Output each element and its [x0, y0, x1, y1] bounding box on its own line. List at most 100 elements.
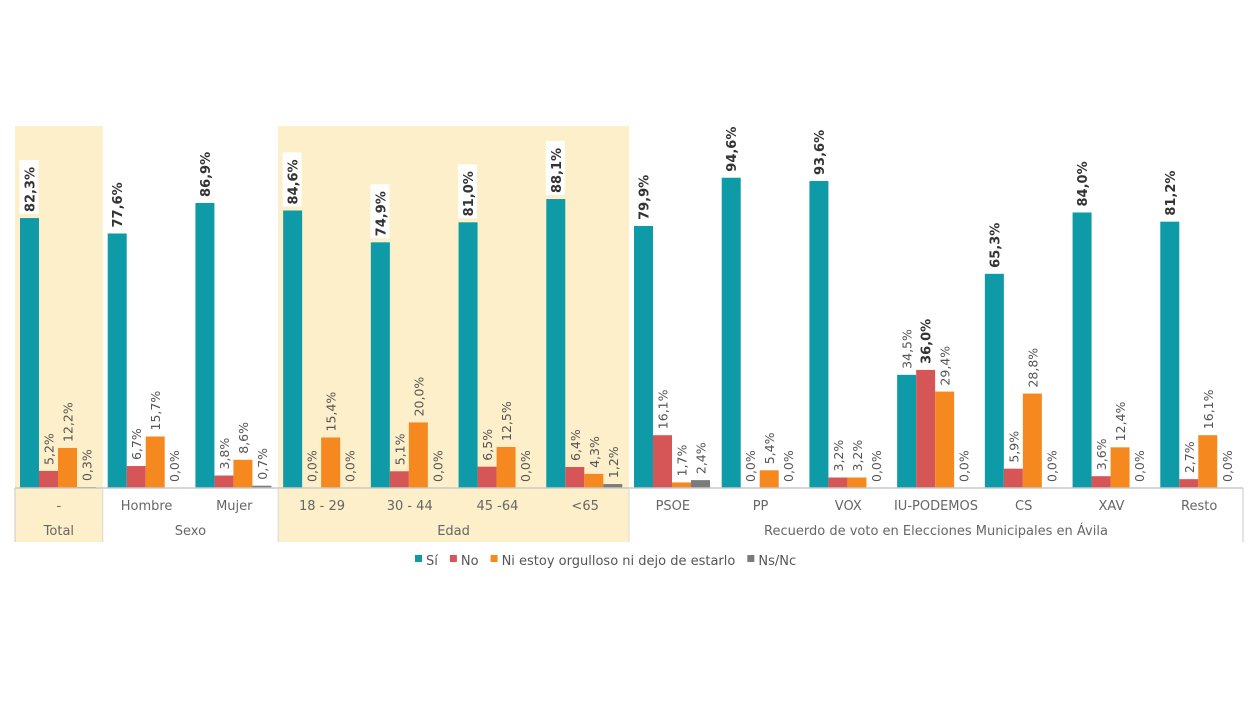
data-label-0-4: 74,9%: [374, 191, 389, 236]
data-label-0-8: 94,6%: [725, 127, 740, 172]
bar-0-4: [370, 242, 390, 488]
data-label-3-10: 0,0%: [957, 450, 972, 482]
data-label-0-7: 79,9%: [638, 175, 653, 220]
category-label-8: PP: [753, 499, 769, 514]
data-label-1-7: 16,1%: [656, 389, 671, 429]
bar-2-3: [321, 437, 341, 488]
bar-1-5: [477, 466, 497, 488]
data-label-2-2: 8,6%: [236, 422, 251, 454]
data-label-0-12: 84,0%: [1076, 161, 1091, 206]
bar-3-7: [691, 480, 710, 488]
data-label-1-10: 36,0%: [920, 319, 935, 364]
bar-1-1: [126, 466, 146, 488]
bar-0-2: [195, 202, 215, 488]
data-label-0-6: 88,1%: [550, 148, 565, 193]
bar-2-6: [584, 473, 604, 488]
data-label-3-13: 0,0%: [1220, 450, 1235, 482]
data-label-3-11: 0,0%: [1044, 450, 1059, 482]
category-label-10: IU-PODEMOS: [894, 499, 978, 514]
bar-0-6: [546, 199, 566, 489]
data-label-0-13: 81,2%: [1164, 171, 1179, 216]
data-label-2-7: 1,7%: [675, 445, 690, 477]
data-label-3-1: 0,0%: [167, 450, 182, 482]
category-label-0: -: [57, 499, 62, 514]
data-label-1-3: 0,0%: [305, 450, 320, 482]
data-label-3-3: 0,0%: [343, 450, 358, 482]
bar-0-9: [809, 180, 829, 488]
data-label-2-10: 29,4%: [938, 346, 953, 386]
group-label-1: Sexo: [175, 524, 206, 539]
data-label-3-0: 0,3%: [80, 449, 95, 481]
group-label-0: Total: [43, 524, 74, 539]
data-label-0-10: 34,5%: [900, 329, 915, 369]
category-label-1: Hombre: [121, 499, 173, 514]
data-label-0-3: 84,6%: [287, 159, 302, 204]
data-label-bg-9: [808, 122, 828, 177]
bar-0-13: [1160, 221, 1180, 488]
category-label-2: Mujer: [216, 499, 253, 514]
legend-swatch-2: [490, 555, 498, 562]
category-label-4: 30 - 44: [387, 499, 433, 514]
data-label-2-5: 12,5%: [499, 401, 514, 441]
bar-0-10: [897, 374, 917, 488]
bar-2-1: [145, 436, 165, 488]
group-label-2: Edad: [437, 524, 470, 539]
category-label-11: CS: [1015, 499, 1032, 514]
data-label-1-11: 5,9%: [1006, 431, 1021, 463]
data-label-0-2: 86,9%: [199, 152, 214, 197]
data-label-2-6: 4,3%: [587, 436, 602, 468]
data-label-3-5: 0,0%: [518, 450, 533, 482]
data-label-0-1: 77,6%: [111, 182, 126, 227]
data-label-bg-12: [1072, 154, 1092, 209]
category-label-6: <65: [571, 499, 598, 514]
legend-label-2: Ni estoy orgulloso ni dejo de estarlo: [502, 554, 736, 569]
category-label-9: VOX: [835, 499, 862, 514]
bar-1-9: [828, 477, 848, 488]
data-label-1-0: 5,2%: [42, 433, 57, 465]
data-label-bg-13: [1159, 163, 1179, 218]
bar-3-6: [603, 484, 623, 488]
data-label-bg-5: [458, 164, 478, 219]
bar-0-1: [107, 233, 127, 488]
data-label-2-1: 15,7%: [148, 391, 163, 431]
category-label-12: XAV: [1098, 499, 1124, 514]
bar-0-5: [458, 222, 478, 488]
data-label-bg-11: [984, 215, 1004, 270]
data-label-0-11: 65,3%: [988, 223, 1003, 268]
legend-label-0: Sí: [426, 554, 438, 569]
bar-2-12: [1110, 447, 1130, 488]
data-label-bg-8: [721, 119, 741, 174]
data-label-1-5: 6,5%: [480, 429, 495, 461]
bar-0-11: [984, 273, 1004, 488]
data-label-2-13: 16,1%: [1201, 389, 1216, 429]
data-label-1-8: 0,0%: [743, 450, 758, 482]
bar-0-12: [1072, 212, 1092, 489]
category-label-5: 45 -64: [476, 499, 518, 514]
bar-1-4: [389, 471, 409, 488]
bar-1-6: [565, 467, 585, 488]
bar-2-0: [58, 447, 77, 488]
data-label-1-2: 3,8%: [217, 438, 232, 470]
data-label-3-12: 0,0%: [1132, 450, 1147, 482]
data-label-1-12: 3,6%: [1094, 438, 1109, 470]
bar-1-11: [1003, 468, 1023, 488]
data-label-bg-7: [633, 167, 653, 222]
bar-2-8: [759, 470, 779, 488]
data-label-2-8: 5,4%: [762, 432, 777, 464]
data-label-2-4: 20,0%: [411, 377, 426, 417]
data-label-bg-1: [107, 175, 127, 230]
bar-2-4: [408, 422, 428, 488]
data-label-1-13: 2,7%: [1182, 441, 1197, 473]
bar-1-10: [916, 369, 936, 488]
bar-2-2: [233, 459, 253, 488]
data-label-3-7: 2,4%: [694, 442, 709, 474]
category-label-7: PSOE: [656, 499, 691, 514]
data-label-2-12: 12,4%: [1113, 401, 1128, 441]
data-label-0-5: 81,0%: [462, 171, 477, 216]
bar-1-13: [1179, 479, 1199, 488]
data-label-1-6: 6,4%: [568, 429, 583, 461]
bar-1-12: [1091, 476, 1111, 488]
data-label-3-2: 0,7%: [255, 448, 270, 480]
bar-2-5: [496, 447, 516, 488]
